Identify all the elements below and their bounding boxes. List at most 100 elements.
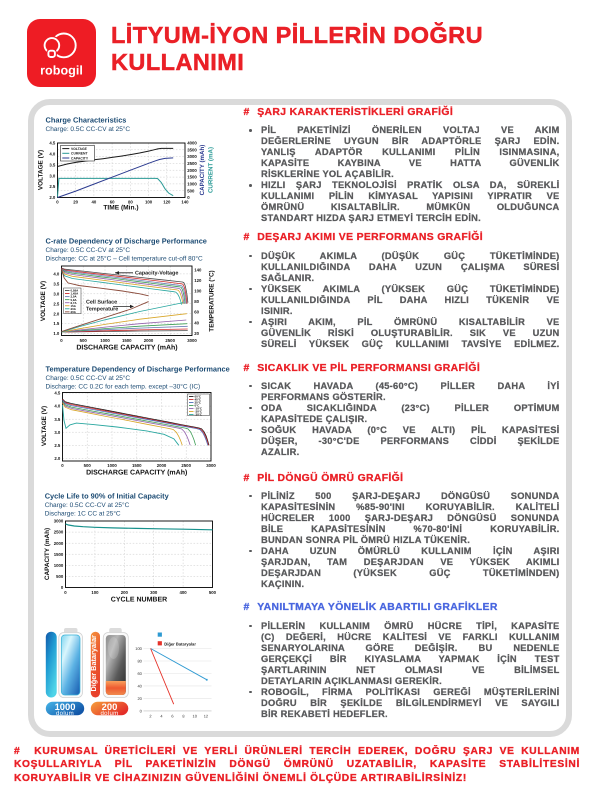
svg-text:1500: 1500 xyxy=(132,463,142,468)
svg-text:25°C: 25°C xyxy=(195,401,202,405)
svg-text:3.5: 3.5 xyxy=(49,162,56,167)
svg-text:100: 100 xyxy=(91,590,99,595)
svg-text:60: 60 xyxy=(137,671,142,676)
svg-text:2,9A: 2,9A xyxy=(71,295,78,299)
svg-text:2000: 2000 xyxy=(54,541,64,546)
svg-text:CAPACITY (mAh): CAPACITY (mAh) xyxy=(199,145,206,196)
svg-text:0: 0 xyxy=(140,708,143,713)
svg-text:CAPACITY (mAh): CAPACITY (mAh) xyxy=(44,528,51,580)
svg-text:Temperature Dependency of Disc: Temperature Dependency of Discharge Perf… xyxy=(46,365,230,374)
svg-text:4000: 4000 xyxy=(187,141,197,146)
svg-text:Cell Surface: Cell Surface xyxy=(86,300,117,306)
svg-text:140: 140 xyxy=(194,268,202,273)
svg-text:60: 60 xyxy=(110,200,115,205)
svg-text:TIME (Min.): TIME (Min.) xyxy=(103,205,138,212)
svg-text:100: 100 xyxy=(145,200,153,205)
svg-text:60: 60 xyxy=(194,310,199,315)
svg-text:2500: 2500 xyxy=(187,161,197,166)
svg-text:80: 80 xyxy=(137,658,142,663)
svg-text:3.5: 3.5 xyxy=(53,282,60,287)
svg-text:10: 10 xyxy=(193,714,198,719)
svg-text:Charge: 0.5C CC-CV at 25°C: Charge: 0.5C CC-CV at 25°C xyxy=(46,375,131,382)
svg-text:3.5: 3.5 xyxy=(54,417,61,422)
svg-text:CYCLE NUMBER: CYCLE NUMBER xyxy=(111,597,167,604)
svg-text:400: 400 xyxy=(180,590,188,595)
svg-text:100: 100 xyxy=(135,646,142,651)
svg-text:DISCHARGE CAPACITY (mAh): DISCHARGE CAPACITY (mAh) xyxy=(76,344,177,352)
svg-text:1000: 1000 xyxy=(187,182,197,187)
svg-text:2.0: 2.0 xyxy=(49,195,56,200)
svg-text:VOLTAGE (V): VOLTAGE (V) xyxy=(38,150,45,190)
svg-text:0: 0 xyxy=(61,463,64,468)
svg-text:2: 2 xyxy=(149,714,151,719)
svg-text:dolum: dolum xyxy=(56,710,74,717)
svg-text:1500: 1500 xyxy=(187,175,197,180)
svg-text:80: 80 xyxy=(128,200,133,205)
svg-text:Temperature: Temperature xyxy=(86,307,118,313)
svg-text:60°C: 60°C xyxy=(195,395,202,399)
svg-text:2500: 2500 xyxy=(54,530,64,535)
svg-text:1500: 1500 xyxy=(122,338,132,343)
svg-text:Charge: 0.5C CC-CV at 25°C: Charge: 0.5C CC-CV at 25°C xyxy=(46,247,131,254)
svg-text:5,8A: 5,8A xyxy=(71,298,78,302)
svg-text:6: 6 xyxy=(171,714,173,719)
svg-text:1000: 1000 xyxy=(107,463,117,468)
svg-text:2.0: 2.0 xyxy=(53,311,60,316)
svg-text:Discharge: CC at 25°C – Cell t: Discharge: CC at 25°C – Cell temperature… xyxy=(46,256,203,263)
svg-text:1.0: 1.0 xyxy=(53,331,60,336)
svg-text:40: 40 xyxy=(137,683,142,688)
svg-text:C-rate Dependency of Discharge: C-rate Dependency of Discharge Performan… xyxy=(46,237,207,246)
svg-text:12: 12 xyxy=(204,714,208,719)
svg-text:DISCHARGE CAPACITY (mAh): DISCHARGE CAPACITY (mAh) xyxy=(86,469,187,477)
svg-text:120: 120 xyxy=(163,200,171,205)
svg-text:500: 500 xyxy=(209,590,217,595)
svg-text:4.0: 4.0 xyxy=(49,152,56,157)
svg-text:1,45A: 1,45A xyxy=(71,292,80,296)
svg-text:4.0: 4.0 xyxy=(53,272,60,277)
svg-text:300: 300 xyxy=(150,590,158,595)
svg-text:500: 500 xyxy=(80,338,88,343)
svg-text:20: 20 xyxy=(137,696,142,701)
svg-text:4: 4 xyxy=(160,714,163,719)
svg-text:500: 500 xyxy=(84,463,92,468)
svg-text:Cycle Life to 90% of Initial C: Cycle Life to 90% of Initial Capacity xyxy=(45,492,170,501)
svg-text:3000: 3000 xyxy=(54,519,64,524)
svg-text:1000: 1000 xyxy=(100,338,110,343)
svg-text:120: 120 xyxy=(194,278,202,283)
svg-text:20: 20 xyxy=(73,200,78,205)
svg-text:-10°C: -10°C xyxy=(195,407,203,411)
svg-text:0: 0 xyxy=(187,195,190,200)
svg-text:1500: 1500 xyxy=(54,552,64,557)
svg-text:2000: 2000 xyxy=(157,463,167,468)
svg-text:3500: 3500 xyxy=(187,147,197,152)
svg-text:4.5: 4.5 xyxy=(54,391,61,396)
svg-text:3000: 3000 xyxy=(206,463,216,468)
svg-text:3.0: 3.0 xyxy=(53,291,60,296)
svg-text:0: 0 xyxy=(60,338,63,343)
svg-text:2.5: 2.5 xyxy=(49,184,56,189)
svg-text:2.5: 2.5 xyxy=(54,443,61,448)
svg-text:3.0: 3.0 xyxy=(49,173,56,178)
svg-text:2.5: 2.5 xyxy=(53,301,60,306)
svg-text:1000: 1000 xyxy=(54,563,64,568)
svg-text:0: 0 xyxy=(64,590,67,595)
svg-text:0°C: 0°C xyxy=(195,404,201,408)
svg-text:CURRENT (mA): CURRENT (mA) xyxy=(207,147,214,193)
svg-text:0,58A: 0,58A xyxy=(71,289,80,293)
svg-text:80: 80 xyxy=(194,299,199,304)
svg-text:200: 200 xyxy=(121,590,129,595)
svg-text:2500: 2500 xyxy=(165,338,175,343)
svg-text:0: 0 xyxy=(61,585,64,590)
svg-text:2000: 2000 xyxy=(187,168,197,173)
svg-text:TEMPERATURE (°C): TEMPERATURE (°C) xyxy=(209,270,216,331)
svg-text:VOLTAGE (V): VOLTAGE (V) xyxy=(40,281,47,321)
svg-text:20: 20 xyxy=(194,331,199,336)
svg-text:Diğer Bataryalar: Diğer Bataryalar xyxy=(89,635,98,692)
svg-text:20A: 20A xyxy=(71,307,77,311)
svg-text:Charge Characteristics: Charge Characteristics xyxy=(46,116,127,125)
svg-text:CAPACITY: CAPACITY xyxy=(71,156,89,160)
svg-text:0: 0 xyxy=(56,200,59,205)
svg-text:29A: 29A xyxy=(71,310,77,314)
svg-text:500: 500 xyxy=(56,574,64,579)
svg-text:3.0: 3.0 xyxy=(54,430,61,435)
